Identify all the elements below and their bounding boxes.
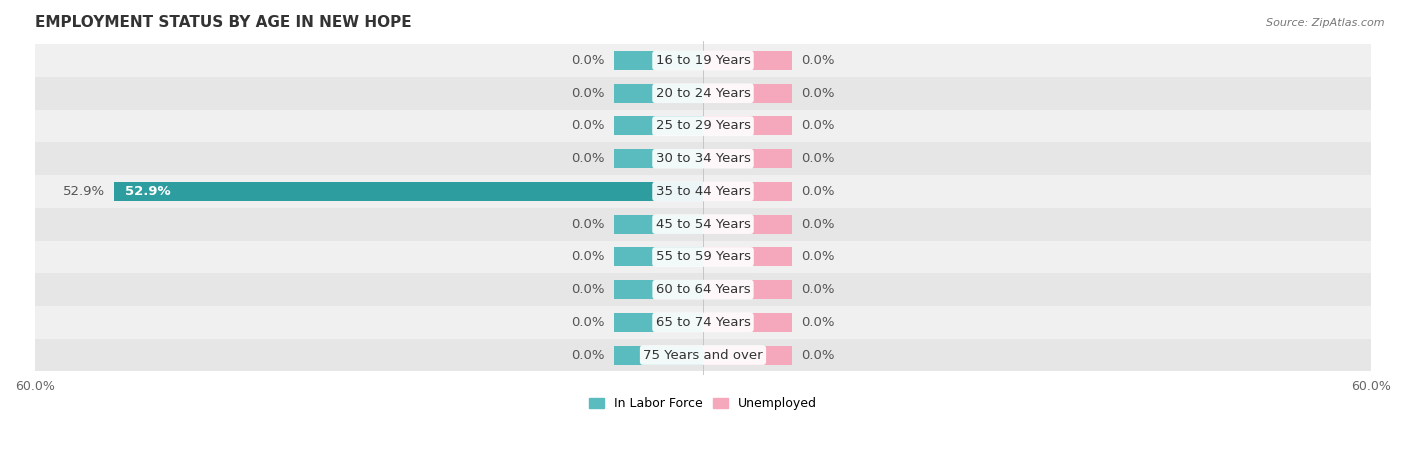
Text: 0.0%: 0.0% (801, 185, 835, 198)
Bar (35, 339, 1371, 371)
Bar (614, 248, 703, 266)
Bar (703, 84, 792, 103)
Text: 52.9%: 52.9% (125, 185, 170, 198)
Bar (703, 346, 792, 365)
Text: 55 to 59 Years: 55 to 59 Years (655, 250, 751, 263)
Bar (703, 182, 792, 201)
Text: 45 to 54 Years: 45 to 54 Years (655, 218, 751, 231)
Bar (703, 149, 792, 168)
Text: 0.0%: 0.0% (571, 120, 605, 132)
Text: 0.0%: 0.0% (801, 250, 835, 263)
Bar (35, 142, 1371, 175)
Text: 52.9%: 52.9% (63, 185, 105, 198)
Bar (35, 44, 1371, 77)
Bar (703, 280, 792, 299)
Bar (614, 280, 703, 299)
Bar (614, 313, 703, 332)
Bar (35, 241, 1371, 273)
Bar (114, 182, 703, 201)
Bar (35, 306, 1371, 339)
Text: 16 to 19 Years: 16 to 19 Years (655, 54, 751, 67)
Bar (614, 51, 703, 70)
Text: 65 to 74 Years: 65 to 74 Years (655, 316, 751, 329)
Text: 0.0%: 0.0% (571, 316, 605, 329)
Bar (703, 215, 792, 234)
Text: EMPLOYMENT STATUS BY AGE IN NEW HOPE: EMPLOYMENT STATUS BY AGE IN NEW HOPE (35, 15, 412, 30)
Bar (614, 84, 703, 103)
Text: 25 to 29 Years: 25 to 29 Years (655, 120, 751, 132)
Bar (35, 77, 1371, 110)
Text: 75 Years and over: 75 Years and over (643, 349, 763, 362)
Text: 0.0%: 0.0% (571, 283, 605, 296)
Text: 0.0%: 0.0% (801, 87, 835, 100)
Text: 0.0%: 0.0% (801, 54, 835, 67)
Bar (703, 248, 792, 266)
Text: 0.0%: 0.0% (801, 152, 835, 165)
Bar (35, 175, 1371, 208)
Text: 60 to 64 Years: 60 to 64 Years (655, 283, 751, 296)
Text: 0.0%: 0.0% (571, 349, 605, 362)
Bar (35, 208, 1371, 241)
Bar (35, 110, 1371, 142)
Bar (614, 346, 703, 365)
Bar (703, 51, 792, 70)
Text: 0.0%: 0.0% (571, 152, 605, 165)
Text: 0.0%: 0.0% (571, 87, 605, 100)
Bar (35, 273, 1371, 306)
Text: 0.0%: 0.0% (801, 349, 835, 362)
Text: 0.0%: 0.0% (571, 250, 605, 263)
Bar (703, 117, 792, 135)
Text: 0.0%: 0.0% (801, 316, 835, 329)
Text: 0.0%: 0.0% (801, 120, 835, 132)
Bar (614, 149, 703, 168)
Text: Source: ZipAtlas.com: Source: ZipAtlas.com (1267, 18, 1385, 28)
Text: 0.0%: 0.0% (571, 218, 605, 231)
Bar (703, 313, 792, 332)
Legend: In Labor Force, Unemployed: In Labor Force, Unemployed (583, 392, 823, 415)
Text: 0.0%: 0.0% (801, 283, 835, 296)
Text: 0.0%: 0.0% (801, 218, 835, 231)
Text: 35 to 44 Years: 35 to 44 Years (655, 185, 751, 198)
Bar (614, 215, 703, 234)
Text: 30 to 34 Years: 30 to 34 Years (655, 152, 751, 165)
Bar (614, 117, 703, 135)
Text: 20 to 24 Years: 20 to 24 Years (655, 87, 751, 100)
Text: 0.0%: 0.0% (571, 54, 605, 67)
